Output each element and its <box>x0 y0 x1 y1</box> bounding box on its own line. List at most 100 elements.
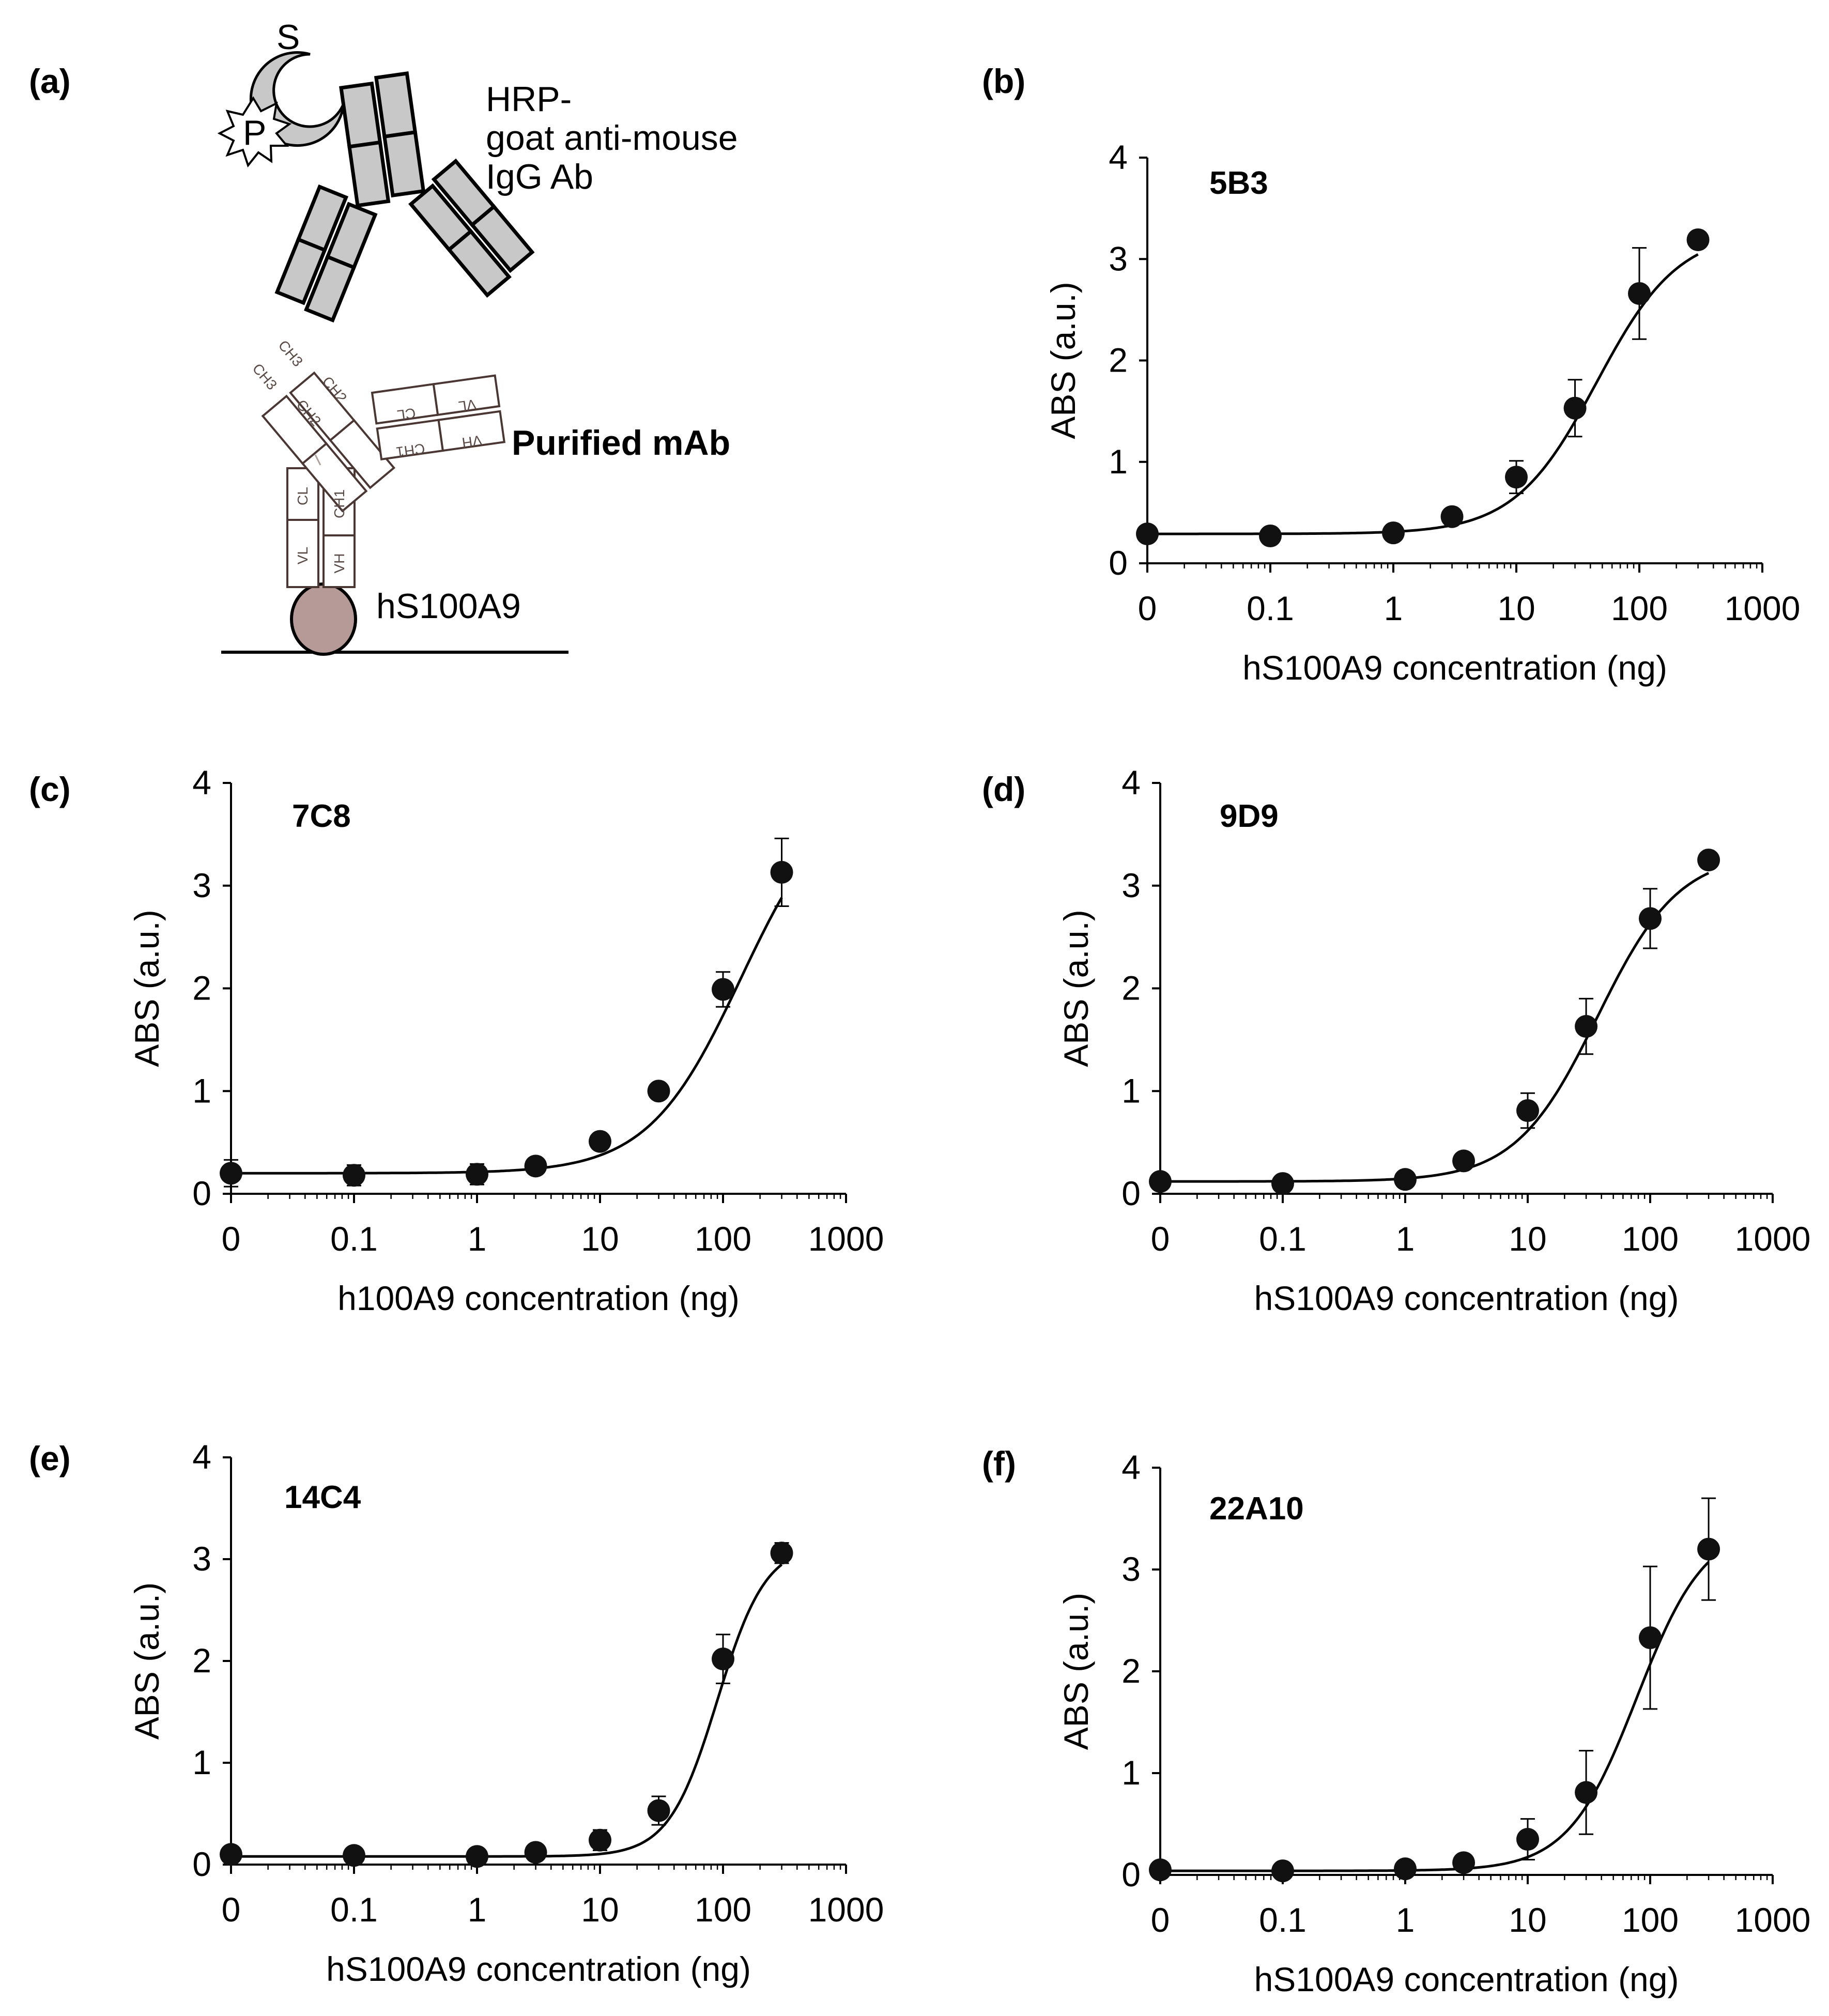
data-point <box>1686 228 1710 251</box>
data-point <box>1452 1149 1476 1173</box>
panel-label: (b) <box>982 62 1025 100</box>
data-point <box>1639 1626 1662 1649</box>
domain-ch2-right <box>329 419 396 489</box>
secondary-domain-1 <box>339 81 382 149</box>
x-tick-label: 10 <box>581 1890 619 1929</box>
fit-curve <box>231 1563 783 1858</box>
data-point <box>1382 521 1405 545</box>
hinge-line <box>314 454 321 466</box>
y-tick-label: 3 <box>1121 1550 1141 1588</box>
data-point <box>1452 1851 1476 1874</box>
domain-vl-lower <box>286 519 319 588</box>
secondary-domain-3 <box>374 71 418 139</box>
secondary-domain-8 <box>274 237 327 305</box>
secondary-ab-label-line3: IgG Ab <box>486 157 593 196</box>
fit-curve <box>1147 253 1699 535</box>
y-tick-label: 0 <box>1109 544 1128 582</box>
y-tick-label: 2 <box>1121 1652 1141 1690</box>
domain-label-vh-upper: VH <box>461 432 483 451</box>
x-tick-label: 1 <box>1396 1901 1415 1939</box>
data-point <box>1271 1172 1294 1195</box>
secondary-domain-4 <box>382 130 426 198</box>
domain-label-ch1-upper: CH1 <box>395 440 426 460</box>
y-tick-label: 1 <box>1121 1071 1141 1110</box>
y-tick-label: 4 <box>192 1438 211 1476</box>
panel-label: (c) <box>29 770 71 808</box>
panel-e: (e) 14C4 0 1 2 3 4 0 0.1 1 10 100 1000 hS100A9 concen… <box>29 1438 884 1988</box>
data-point <box>712 1648 734 1671</box>
data-point <box>343 1844 365 1867</box>
data-point <box>1259 525 1282 548</box>
antigen-label: hS100A9 <box>376 587 521 626</box>
fit-curve <box>1160 872 1710 1183</box>
data-point <box>770 860 793 884</box>
data-point <box>1394 1168 1417 1191</box>
x-axis-label: hS100A9 concentration (ng) <box>1242 649 1667 687</box>
x-tick-label: 100 <box>1622 1220 1679 1258</box>
y-tick-label: 1 <box>1121 1753 1141 1792</box>
data-point <box>589 1828 611 1852</box>
x-tick-label: 1000 <box>808 1220 884 1258</box>
data-point <box>343 1164 365 1187</box>
x-tick-label: 0.1 <box>1259 1901 1307 1939</box>
panel-a: (a) hS100A9 <box>29 18 738 656</box>
y-tick-label: 1 <box>1109 442 1128 481</box>
data-point <box>1516 1828 1539 1851</box>
purified-mab-label: Purified mAb <box>512 423 730 463</box>
y-tick-label: 3 <box>192 866 211 904</box>
panel-a-label: (a) <box>29 62 71 100</box>
antibody-title: 7C8 <box>292 798 351 834</box>
panel-f: (f) 22A10 0 1 2 3 4 0 0.1 1 10 100 1000 hS100A9 conce… <box>982 1444 1810 1998</box>
secondary-ab-label-line2: goat anti-mouse <box>486 118 738 158</box>
antibody-title: 9D9 <box>1220 798 1279 834</box>
data-point <box>589 1130 611 1153</box>
data-point <box>770 1542 793 1565</box>
panel-c: (c) 7C8 0 1 2 3 4 0 0.1 1 10 100 1000 h100A9 concentr… <box>29 763 884 1317</box>
x-tick-label: 1 <box>1384 589 1403 627</box>
x-tick-label: 0.1 <box>330 1890 378 1929</box>
x-tick-label: 1000 <box>1735 1901 1811 1939</box>
hrp-label: P <box>243 113 266 152</box>
antibody-title: 14C4 <box>284 1480 361 1515</box>
data-point <box>220 1843 242 1866</box>
data-point <box>1505 466 1528 489</box>
secondary-antibody <box>274 71 535 323</box>
substrate-label: S <box>276 18 300 57</box>
hs100a9-antigen <box>290 582 357 656</box>
domain-label-vl-lower: VL <box>295 547 311 564</box>
y-tick-label: 2 <box>1109 341 1128 379</box>
x-tick-label: 10 <box>1497 589 1535 627</box>
secondary-domain-12 <box>469 204 535 273</box>
primary-antibody <box>261 371 506 588</box>
x-tick-label: 100 <box>1611 589 1668 627</box>
fit-curve <box>231 897 783 1175</box>
y-axis-label: ABS (a.u.) <box>128 910 166 1067</box>
hrp-burst-icon <box>217 96 292 168</box>
y-tick-label: 0 <box>192 1174 211 1212</box>
secondary-domain-2 <box>347 140 391 208</box>
domain-label-ch3-left: CH3 <box>249 360 280 393</box>
y-tick-label: 3 <box>192 1540 211 1578</box>
data-point <box>466 1163 488 1186</box>
x-tick-label: 0.1 <box>1259 1220 1307 1258</box>
data-point <box>1271 1859 1294 1883</box>
data-point <box>1149 1858 1172 1882</box>
x-axis-label: hS100A9 concentration (ng) <box>1254 1960 1679 1998</box>
x-tick-label: 1 <box>468 1220 487 1258</box>
panel-label: (d) <box>982 770 1025 808</box>
x-tick-label: 1 <box>468 1890 487 1929</box>
y-tick-label: 0 <box>192 1845 211 1883</box>
x-tick-label: 10 <box>1509 1220 1546 1258</box>
y-tick-label: 3 <box>1109 239 1128 278</box>
x-tick-label: 1 <box>1396 1220 1415 1258</box>
data-point <box>1394 1857 1417 1881</box>
x-axis-label: hS100A9 concentration (ng) <box>1254 1279 1679 1317</box>
y-axis-label: ABS (a.u.) <box>1044 282 1082 439</box>
domain-label-cl-lower: CL <box>295 487 311 505</box>
panel-d: (d) 9D9 0 1 2 3 4 0 0.1 1 10 100 1000 hS100A9 concent… <box>982 763 1810 1317</box>
x-tick-label: 0 <box>1151 1220 1170 1258</box>
data-point <box>524 1841 547 1864</box>
data-point <box>1563 396 1587 420</box>
data-point <box>1516 1099 1539 1122</box>
